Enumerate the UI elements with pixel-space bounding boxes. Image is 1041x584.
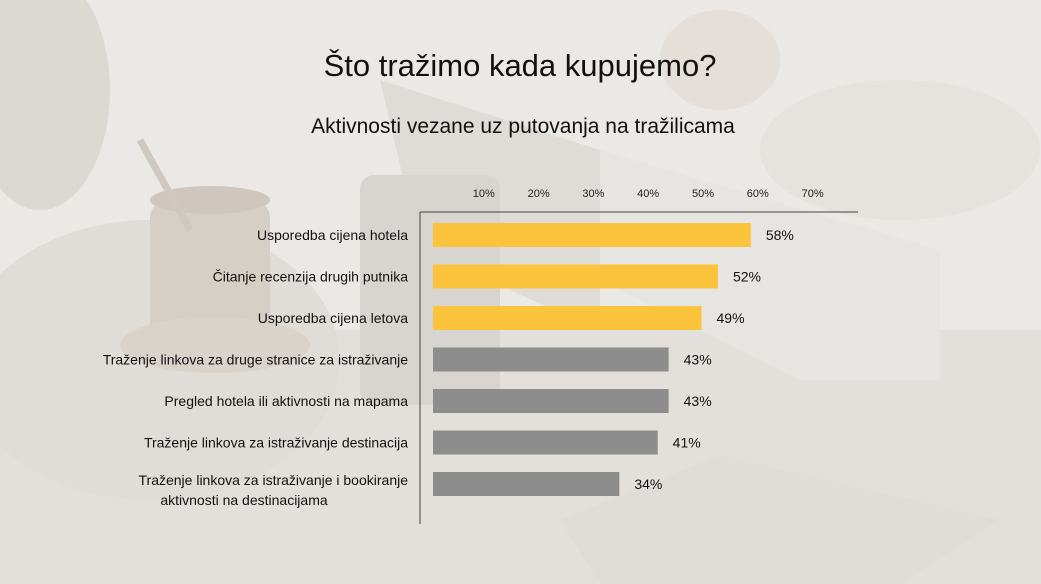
category-label: Usporedba cijena letova bbox=[258, 310, 408, 326]
x-tick-label: 50% bbox=[692, 188, 714, 200]
category-label: Pregled hotela ili aktivnosti na mapama bbox=[164, 393, 408, 409]
value-label: 41% bbox=[673, 435, 701, 451]
x-tick-label: 20% bbox=[528, 188, 550, 200]
x-tick-label: 10% bbox=[473, 188, 495, 200]
category-label: Traženje linkova za istraživanje i booki… bbox=[139, 472, 409, 488]
value-label: 52% bbox=[733, 269, 761, 285]
category-label: Traženje linkova za istraživanje destina… bbox=[144, 435, 408, 451]
bar bbox=[433, 223, 751, 247]
bar bbox=[433, 472, 620, 496]
category-label: Usporedba cijena hotela bbox=[257, 227, 408, 243]
x-tick-label: 30% bbox=[582, 188, 604, 200]
chart-subtitle: Aktivnosti vezane uz putovanja na tražil… bbox=[311, 115, 735, 138]
x-tick-label: 70% bbox=[802, 188, 824, 200]
bar bbox=[433, 306, 702, 330]
x-tick-label: 40% bbox=[637, 188, 659, 200]
bar bbox=[433, 347, 669, 372]
value-label: 43% bbox=[684, 393, 712, 409]
chart-title: Što tražimo kada kupujemo? bbox=[324, 48, 717, 83]
bar bbox=[433, 389, 669, 413]
value-label: 49% bbox=[717, 310, 745, 326]
value-label: 58% bbox=[766, 227, 794, 243]
category-label: Čitanje recenzija drugih putnika bbox=[213, 269, 409, 285]
x-tick-label: 60% bbox=[747, 188, 769, 200]
bar bbox=[433, 264, 718, 289]
category-label: Traženje linkova za druge stranice za is… bbox=[103, 352, 409, 368]
value-label: 43% bbox=[684, 352, 712, 368]
bar bbox=[433, 430, 658, 455]
category-label: aktivnosti na destinacijama bbox=[160, 492, 328, 508]
value-label: 34% bbox=[634, 476, 662, 492]
